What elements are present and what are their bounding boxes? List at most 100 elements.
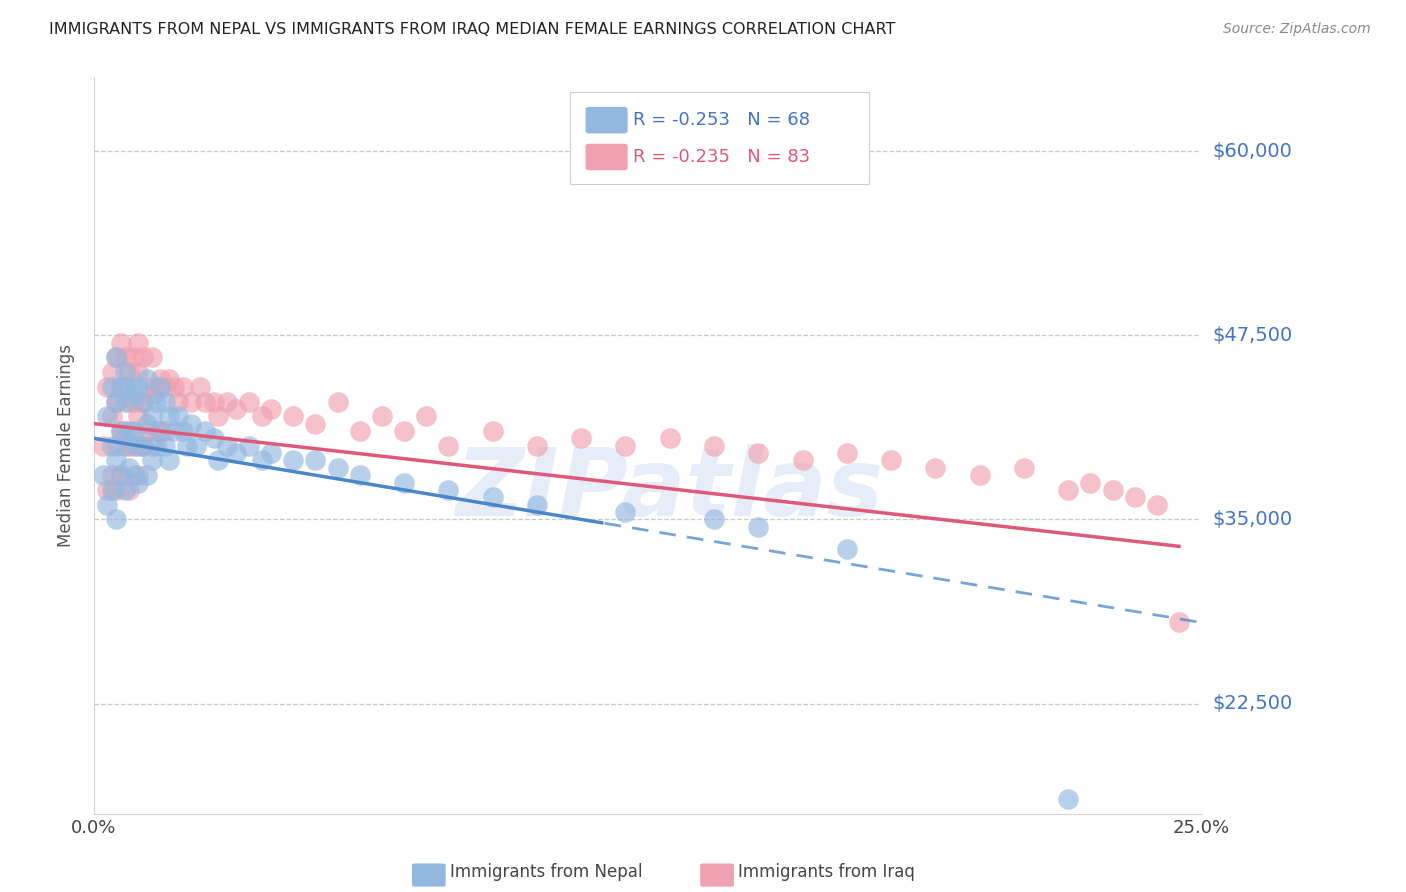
- Point: [180, 394, 202, 409]
- Point: [157, 453, 180, 467]
- Text: R = -0.253   N = 68: R = -0.253 N = 68: [633, 112, 810, 129]
- Point: [569, 431, 592, 445]
- Point: [131, 439, 153, 453]
- Point: [215, 394, 238, 409]
- Point: [1146, 498, 1168, 512]
- Point: [614, 439, 637, 453]
- Point: [1057, 792, 1080, 806]
- Point: [349, 468, 371, 483]
- Point: [105, 351, 128, 365]
- Point: [131, 351, 153, 365]
- Point: [326, 394, 349, 409]
- Point: [136, 468, 159, 483]
- Point: [91, 468, 114, 483]
- Point: [880, 453, 903, 467]
- Point: [127, 475, 149, 490]
- Point: [415, 409, 437, 424]
- Point: [114, 365, 136, 379]
- Point: [141, 387, 163, 401]
- Text: $47,500: $47,500: [1212, 326, 1292, 344]
- Point: [96, 409, 118, 424]
- Point: [658, 431, 681, 445]
- Point: [747, 520, 769, 534]
- Point: [283, 409, 305, 424]
- Text: ZIPatlas: ZIPatlas: [456, 444, 884, 536]
- Point: [194, 424, 217, 438]
- Text: Immigrants from Nepal: Immigrants from Nepal: [450, 863, 643, 881]
- Point: [96, 380, 118, 394]
- Point: [188, 380, 211, 394]
- Point: [238, 439, 260, 453]
- Point: [194, 394, 217, 409]
- Point: [110, 424, 132, 438]
- Point: [100, 365, 122, 379]
- Point: [167, 394, 190, 409]
- Point: [163, 380, 186, 394]
- Point: [172, 380, 194, 394]
- Point: [118, 483, 141, 497]
- Point: [252, 453, 274, 467]
- Point: [703, 512, 725, 526]
- Point: [127, 380, 149, 394]
- Point: [283, 453, 305, 467]
- Point: [110, 335, 132, 350]
- Point: [153, 380, 176, 394]
- Point: [163, 424, 186, 438]
- Point: [392, 475, 415, 490]
- Point: [481, 424, 503, 438]
- Point: [167, 409, 190, 424]
- Point: [238, 394, 260, 409]
- Point: [260, 446, 283, 460]
- Point: [526, 498, 548, 512]
- Point: [141, 439, 163, 453]
- Point: [110, 468, 132, 483]
- Point: [149, 380, 172, 394]
- Point: [118, 380, 141, 394]
- Point: [153, 424, 176, 438]
- Point: [118, 365, 141, 379]
- Text: $35,000: $35,000: [1212, 510, 1292, 529]
- Point: [153, 394, 176, 409]
- Text: $22,500: $22,500: [1212, 694, 1292, 713]
- Point: [127, 439, 149, 453]
- Point: [118, 424, 141, 438]
- Point: [136, 380, 159, 394]
- Point: [437, 483, 460, 497]
- Point: [202, 431, 225, 445]
- Point: [110, 424, 132, 438]
- Point: [180, 417, 202, 431]
- Point: [110, 380, 132, 394]
- Point: [792, 453, 814, 467]
- Point: [835, 541, 858, 556]
- Point: [526, 439, 548, 453]
- Point: [131, 439, 153, 453]
- Point: [127, 468, 149, 483]
- Point: [100, 468, 122, 483]
- Point: [122, 468, 145, 483]
- Point: [110, 380, 132, 394]
- Point: [145, 394, 167, 409]
- Point: [114, 380, 136, 394]
- Point: [136, 417, 159, 431]
- Point: [100, 483, 122, 497]
- Point: [96, 483, 118, 497]
- Point: [114, 439, 136, 453]
- Point: [122, 387, 145, 401]
- Point: [105, 439, 128, 453]
- Point: [131, 394, 153, 409]
- Point: [260, 401, 283, 416]
- Point: [122, 351, 145, 365]
- Point: [437, 439, 460, 453]
- Point: [118, 439, 141, 453]
- Point: [207, 409, 229, 424]
- Point: [202, 394, 225, 409]
- Point: [136, 424, 159, 438]
- Point: [136, 372, 159, 386]
- Point: [122, 424, 145, 438]
- Point: [114, 483, 136, 497]
- Point: [105, 453, 128, 467]
- Point: [349, 424, 371, 438]
- Point: [172, 424, 194, 438]
- Y-axis label: Median Female Earnings: Median Female Earnings: [58, 344, 75, 547]
- Point: [1168, 615, 1191, 630]
